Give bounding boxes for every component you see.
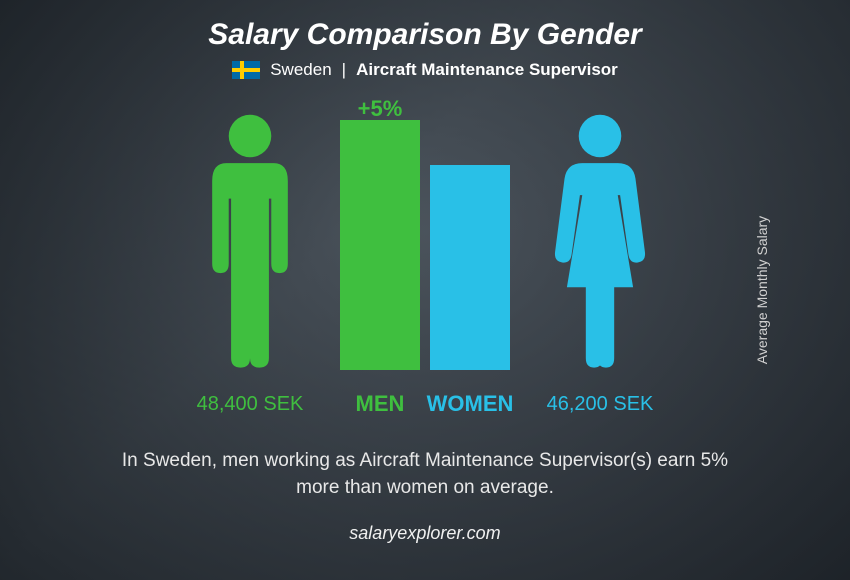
male-figure-col: 48,400 SEK (165, 100, 335, 430)
women-label: WOMEN (427, 391, 514, 417)
separator: | (342, 60, 346, 80)
women-salary-value: 46,200 SEK (547, 393, 654, 416)
sweden-flag-icon (232, 61, 260, 79)
description-text: In Sweden, men working as Aircraft Maint… (115, 448, 735, 501)
female-person-icon (540, 110, 660, 370)
comparison-chart: 48,400 SEK +5% MEN WOMEN 46,200 SEK (75, 100, 775, 430)
female-figure-col: 46,200 SEK (515, 100, 685, 430)
women-bar-col: WOMEN (425, 100, 515, 430)
pct-difference-label: +5% (358, 96, 403, 122)
y-axis-label: Average Monthly Salary (754, 216, 770, 364)
men-bar-col: +5% MEN (335, 100, 425, 430)
page-title: Salary Comparison By Gender (208, 18, 641, 52)
women-bar (430, 165, 510, 370)
men-bar (340, 120, 420, 370)
men-salary-value: 48,400 SEK (197, 393, 304, 416)
job-title: Aircraft Maintenance Supervisor (356, 60, 618, 80)
men-label: MEN (356, 391, 405, 417)
site-label: salaryexplorer.com (349, 523, 500, 544)
country-label: Sweden (270, 60, 331, 80)
subtitle-row: Sweden | Aircraft Maintenance Supervisor (232, 60, 618, 80)
male-person-icon (190, 110, 310, 370)
